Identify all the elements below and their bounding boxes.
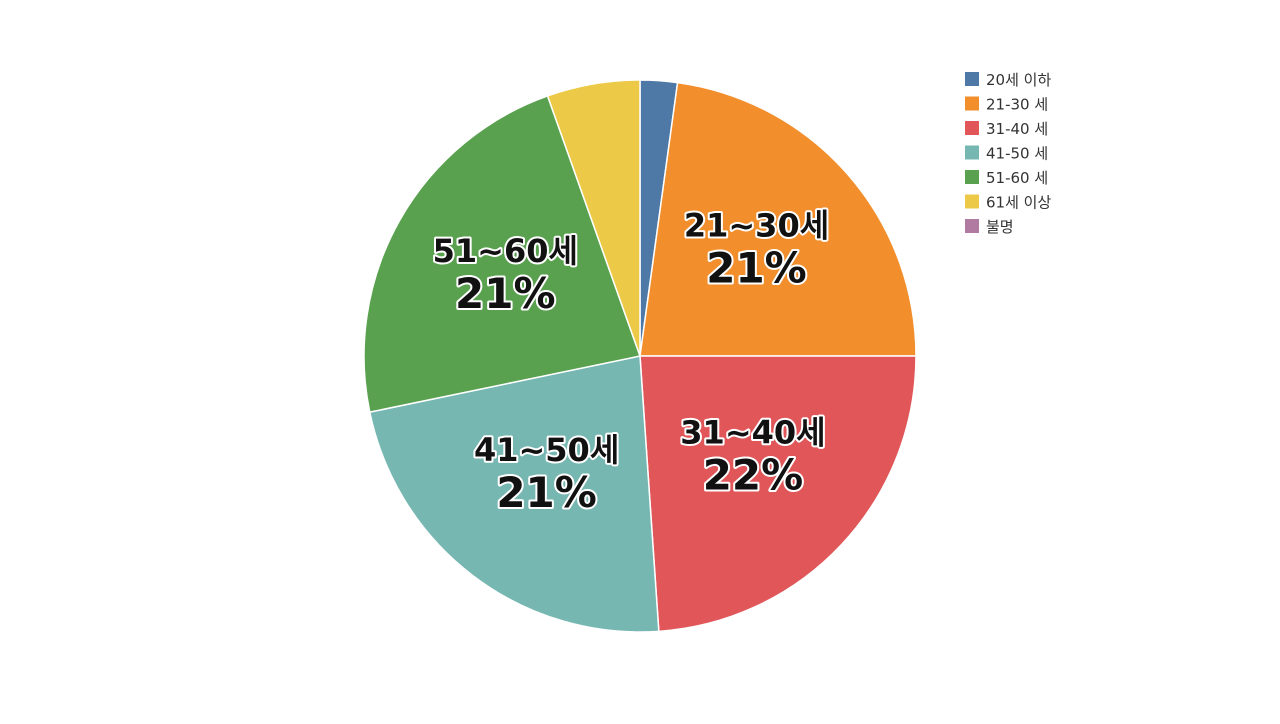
legend-item: 31-40 세 bbox=[965, 120, 1048, 138]
legend-swatch bbox=[965, 121, 979, 135]
legend-label: 21-30 세 bbox=[986, 96, 1048, 114]
slice-label-percent: 22% bbox=[703, 450, 804, 499]
legend-item: 20세 이하 bbox=[965, 71, 1051, 89]
legend-item: 51-60 세 bbox=[965, 169, 1048, 187]
legend-item: 61세 이상 bbox=[965, 194, 1051, 212]
slice-label-name: 51~60세 bbox=[433, 232, 578, 270]
pie-slice-2 bbox=[639, 81, 917, 357]
legend-label: 51-60 세 bbox=[986, 169, 1048, 187]
legend-label: 41-50 세 bbox=[986, 145, 1048, 163]
legend-swatch bbox=[965, 96, 979, 111]
slice-label-name: 21~30세 bbox=[684, 206, 829, 244]
legend-swatch bbox=[965, 145, 979, 160]
legend-label: 불명 bbox=[986, 218, 1014, 236]
slice-label-percent: 21% bbox=[706, 243, 807, 292]
legend-swatch bbox=[965, 219, 979, 233]
legend-label: 31-40 세 bbox=[986, 120, 1048, 138]
legend-item: 불명 bbox=[965, 218, 1014, 236]
legend: 20세 이하 21-30 세 31-40 세 41-50 세 51-60 세 61세 이상… bbox=[965, 71, 1051, 236]
legend-label: 20세 이하 bbox=[986, 71, 1051, 89]
legend-item: 41-50 세 bbox=[965, 145, 1048, 163]
pie-slice-3 bbox=[639, 355, 917, 633]
pie-slice-6 bbox=[546, 79, 641, 357]
pie-slice-5 bbox=[363, 94, 641, 414]
slice-label-percent: 21% bbox=[496, 468, 597, 517]
legend-item: 21-30 세 bbox=[965, 96, 1048, 114]
slice-label-name: 31~40세 bbox=[680, 413, 825, 451]
legend-swatch bbox=[965, 72, 979, 86]
pie-slices bbox=[363, 79, 917, 633]
slice-label-percent: 21% bbox=[455, 269, 556, 318]
legend-swatch bbox=[965, 194, 979, 209]
slice-label-name: 41~50세 bbox=[474, 431, 619, 469]
legend-label: 61세 이상 bbox=[986, 194, 1051, 212]
pie-slice-4 bbox=[368, 355, 660, 633]
legend-swatch bbox=[965, 170, 979, 184]
